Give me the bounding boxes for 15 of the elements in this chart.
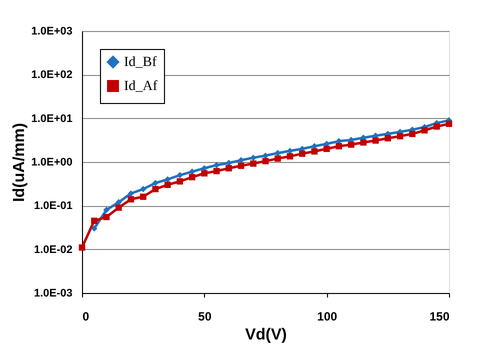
y-tick-label: 1.0E-03 — [34, 288, 72, 300]
x-axis-title: Vd(V) — [245, 326, 287, 344]
x-tick-label: 150 — [429, 310, 450, 324]
y-tick-label: 1.0E+03 — [31, 26, 72, 38]
y-tick-label: 1.0E-01 — [34, 200, 72, 212]
y-tick-label: 1.0E+00 — [31, 156, 72, 168]
y-axis-title: Id(uA/mm) — [11, 122, 28, 202]
y-tick-label: 1.0E+01 — [31, 112, 72, 125]
legend-label: Id_Af — [124, 79, 158, 94]
x-tick-label: 100 — [317, 310, 338, 324]
x-tick-label: 0 — [82, 310, 90, 324]
y-tick-label: 1.0E+02 — [31, 69, 72, 82]
y-tick-label: 1.0E-02 — [34, 244, 72, 256]
x-tick-label: 50 — [198, 310, 212, 324]
legend-label: Id_Bf — [124, 55, 157, 70]
